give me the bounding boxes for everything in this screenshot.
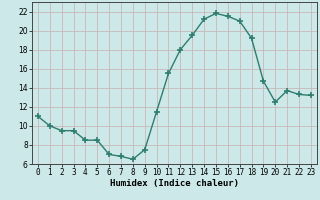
X-axis label: Humidex (Indice chaleur): Humidex (Indice chaleur) [110,179,239,188]
